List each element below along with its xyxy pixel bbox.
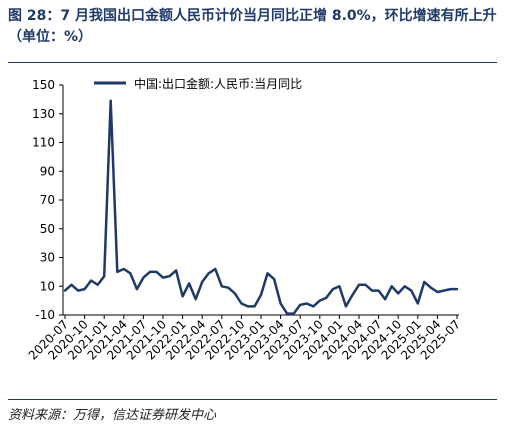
top-rule (8, 62, 497, 63)
data-point (221, 285, 223, 288)
data-point (103, 275, 105, 277)
data-point (423, 281, 426, 283)
data-point (390, 285, 393, 288)
y-tick-label: 90 (40, 164, 55, 178)
data-point (155, 271, 158, 273)
data-point (286, 312, 288, 315)
data-point (417, 302, 419, 305)
legend-label: 中国:出口金额:人民币:当月同比 (134, 76, 302, 91)
data-point (358, 284, 360, 286)
y-tick-label: 30 (40, 251, 55, 265)
data-point (109, 100, 112, 102)
data-point (266, 272, 269, 275)
data-point (403, 285, 406, 288)
data-point (299, 304, 302, 306)
data-point (253, 305, 256, 308)
plot-area: -1010305070901101301502020-072020-102021… (26, 76, 463, 363)
data-point (377, 289, 380, 292)
data-point (371, 289, 373, 292)
chart-title: 图 28：7 月我国出口金额人民币计价当月同比正增 8.0%，环比增速有所上升（… (8, 8, 497, 45)
y-tick-label: 70 (40, 193, 55, 207)
y-tick-label: -10 (35, 308, 55, 322)
data-point (234, 292, 236, 295)
y-tick-label: 50 (40, 222, 55, 236)
data-point (77, 289, 79, 292)
data-point (136, 288, 138, 290)
data-point (247, 305, 249, 308)
data-point (292, 312, 295, 315)
data-point (116, 271, 119, 273)
data-point (142, 276, 145, 279)
data-point (384, 298, 386, 300)
source-note: 资料来源：万得，信达证券研发中心 (8, 408, 217, 423)
data-point (312, 305, 315, 308)
data-point (207, 272, 210, 275)
data-point (123, 268, 125, 270)
data-point (410, 289, 413, 292)
data-point (168, 275, 171, 277)
data-point (364, 284, 367, 286)
data-point (64, 289, 66, 292)
data-point (194, 298, 197, 300)
data-point (397, 292, 400, 295)
data-point (430, 286, 432, 289)
data-point (214, 268, 217, 270)
data-point (443, 289, 445, 292)
data-point (162, 276, 164, 279)
y-tick-label: 130 (32, 107, 55, 121)
data-point (175, 269, 177, 272)
data-point (338, 285, 341, 288)
data-point (181, 295, 184, 298)
y-tick-label: 10 (40, 279, 55, 293)
data-point (90, 279, 92, 282)
data-point (129, 272, 132, 275)
y-tick-label: 150 (32, 78, 55, 92)
data-point (188, 282, 190, 285)
data-point (83, 288, 86, 290)
data-point (279, 302, 282, 305)
data-point (319, 299, 321, 302)
y-tick-label: 110 (32, 136, 55, 150)
data-point (449, 288, 452, 290)
line-chart: -1010305070901101301502020-072020-102021… (26, 76, 463, 363)
series-line (63, 99, 459, 315)
data-point (70, 284, 73, 286)
data-point (325, 297, 328, 299)
data-point (201, 281, 203, 283)
data-point (149, 271, 151, 273)
data-point (351, 294, 354, 296)
data-point (332, 288, 334, 290)
data-point (227, 286, 230, 289)
data-point (96, 284, 99, 286)
data-point (273, 278, 275, 280)
data-point (260, 294, 262, 296)
data-point (456, 288, 458, 290)
data-point (345, 305, 347, 308)
bottom-rule (8, 399, 497, 400)
data-point (436, 291, 439, 293)
data-point (240, 302, 243, 305)
data-point (305, 302, 308, 305)
